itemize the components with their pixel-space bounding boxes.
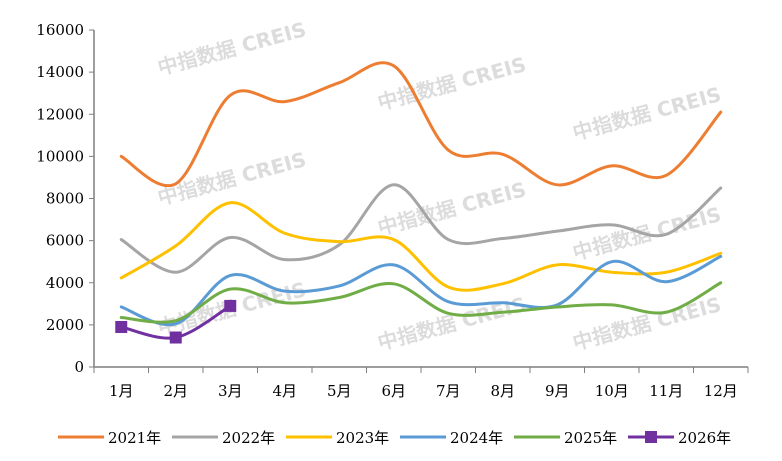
legend-label: 2025年 <box>564 429 617 447</box>
y-tick-label: 4000 <box>46 274 84 292</box>
x-tick-label: 3月 <box>218 382 243 400</box>
watermark-text: 中指数据 CREIS <box>155 147 309 210</box>
legend-label: 2024年 <box>450 429 503 447</box>
series-line-2024年 <box>119 254 723 327</box>
x-tick-label: 6月 <box>381 382 406 400</box>
y-tick-label: 10000 <box>36 147 84 165</box>
y-tick-label: 0 <box>74 358 84 376</box>
data-point-marker <box>115 320 128 333</box>
x-tick-label: 9月 <box>545 382 570 400</box>
watermark-text: 中指数据 CREIS <box>155 17 309 80</box>
legend-label: 2022年 <box>222 429 275 447</box>
x-tick-label: 12月 <box>704 382 738 400</box>
y-tick-label: 16000 <box>36 21 84 39</box>
legend-marker <box>645 431 657 443</box>
y-tick-label: 8000 <box>46 190 84 208</box>
x-tick-label: 7月 <box>436 382 461 400</box>
x-tick-label: 4月 <box>272 382 297 400</box>
watermark-text: 中指数据 CREIS <box>570 82 724 145</box>
y-tick-label: 6000 <box>46 232 84 250</box>
watermark-text: 中指数据 CREIS <box>570 292 724 355</box>
x-tick-label: 8月 <box>490 382 515 400</box>
y-tick-label: 12000 <box>36 105 84 123</box>
data-point-marker <box>169 331 182 344</box>
legend: 2021年 2022年 2023年 2024年 2025年 2026年 <box>58 429 731 447</box>
series-line-2023年 <box>119 201 723 292</box>
watermarks: 中指数据 CREIS 中指数据 CREIS 中指数据 CREIS 中指数据 CREIS… <box>155 17 724 355</box>
legend-label: 2026年 <box>678 429 731 447</box>
x-tick-label: 2月 <box>163 382 188 400</box>
series-line-2025年 <box>119 281 723 324</box>
y-tick-label: 14000 <box>36 63 84 81</box>
series-line-2022年 <box>119 183 723 274</box>
legend-label: 2023年 <box>336 429 389 447</box>
x-tick-label: 1月 <box>109 382 134 400</box>
watermark-text: 中指数据 CREIS <box>375 52 529 115</box>
x-tick-label: 11月 <box>649 382 683 400</box>
x-tick-label: 5月 <box>327 382 352 400</box>
series-line-2021年 <box>119 61 723 188</box>
axes: 0 2000 4000 6000 8000 10000 12000 14000 16000 1月 2… <box>36 21 749 400</box>
data-point-marker <box>224 299 237 312</box>
series-lines <box>115 61 723 344</box>
legend-label: 2021年 <box>108 429 161 447</box>
x-tick-label: 10月 <box>595 382 629 400</box>
y-tick-label: 2000 <box>46 316 84 334</box>
